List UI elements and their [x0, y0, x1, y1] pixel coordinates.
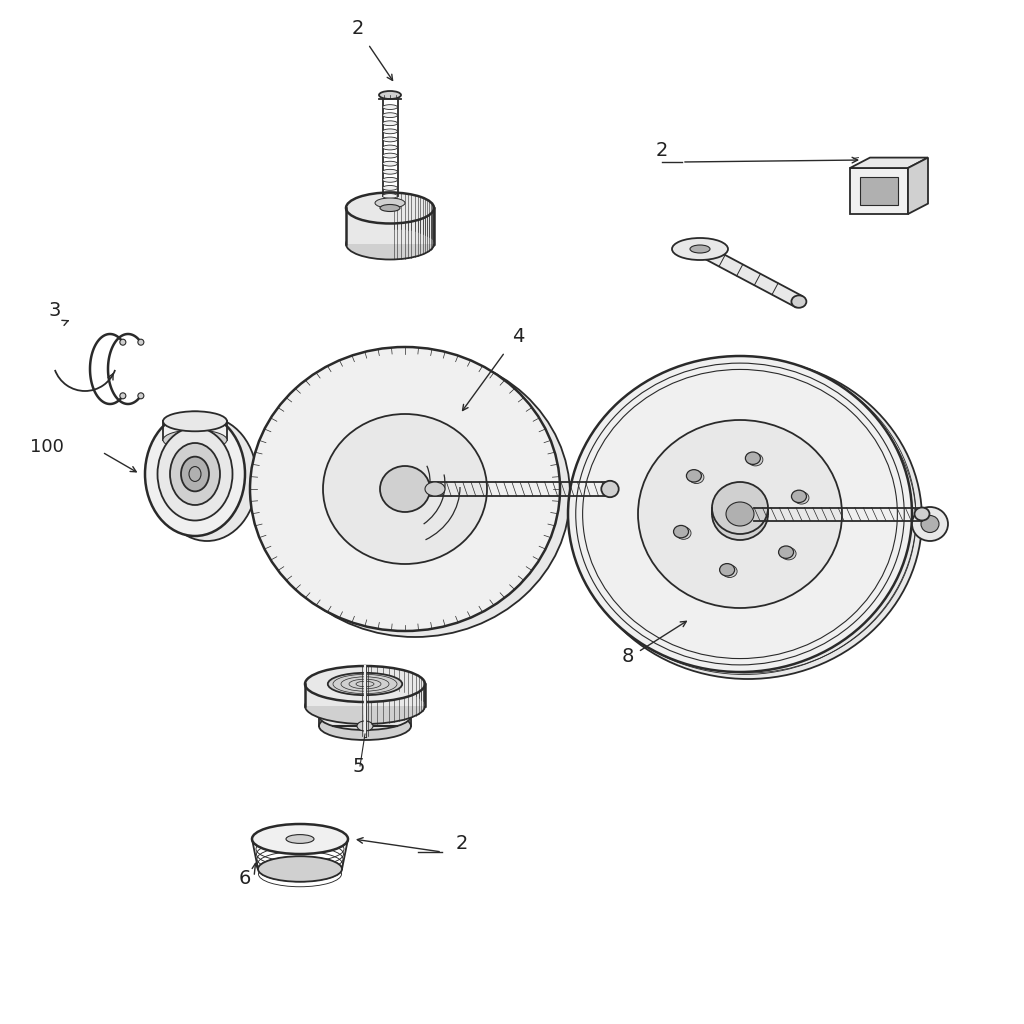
Ellipse shape [323, 414, 487, 564]
Ellipse shape [138, 339, 143, 345]
Ellipse shape [250, 347, 560, 631]
Ellipse shape [328, 673, 402, 695]
Ellipse shape [383, 177, 397, 182]
Ellipse shape [181, 457, 209, 492]
Polygon shape [908, 158, 928, 214]
Ellipse shape [383, 194, 397, 199]
Ellipse shape [319, 702, 411, 730]
Ellipse shape [383, 113, 397, 118]
Ellipse shape [792, 490, 807, 503]
Ellipse shape [163, 430, 227, 450]
Text: 2: 2 [352, 19, 365, 38]
Ellipse shape [672, 238, 728, 260]
Ellipse shape [383, 169, 397, 174]
Ellipse shape [258, 856, 342, 882]
Ellipse shape [305, 688, 425, 724]
Ellipse shape [794, 492, 809, 504]
Ellipse shape [674, 525, 688, 538]
Polygon shape [850, 158, 928, 168]
Ellipse shape [375, 198, 406, 208]
Ellipse shape [792, 295, 806, 308]
Ellipse shape [712, 488, 768, 540]
Ellipse shape [368, 193, 412, 208]
Ellipse shape [252, 824, 348, 854]
Ellipse shape [574, 359, 922, 679]
Ellipse shape [357, 721, 373, 731]
Ellipse shape [690, 245, 710, 253]
Ellipse shape [120, 393, 126, 398]
Ellipse shape [305, 666, 425, 702]
Text: 8: 8 [622, 647, 634, 666]
Ellipse shape [778, 546, 794, 558]
Ellipse shape [380, 466, 430, 512]
Ellipse shape [601, 481, 618, 498]
Ellipse shape [383, 129, 397, 134]
Ellipse shape [726, 502, 754, 526]
Ellipse shape [163, 412, 227, 431]
Ellipse shape [145, 412, 245, 536]
Text: 2: 2 [456, 834, 468, 853]
Ellipse shape [676, 527, 691, 540]
Ellipse shape [189, 467, 201, 481]
Ellipse shape [260, 353, 570, 637]
Ellipse shape [157, 417, 257, 541]
Ellipse shape [346, 228, 434, 259]
Polygon shape [850, 168, 908, 214]
Polygon shape [697, 244, 802, 307]
Text: 100: 100 [30, 438, 63, 456]
Ellipse shape [568, 356, 912, 672]
Ellipse shape [912, 507, 948, 541]
Ellipse shape [712, 482, 768, 534]
Ellipse shape [638, 420, 842, 608]
Ellipse shape [138, 393, 143, 398]
Text: 2: 2 [655, 141, 669, 160]
Polygon shape [305, 684, 425, 706]
Ellipse shape [286, 835, 314, 844]
Ellipse shape [720, 563, 734, 575]
Ellipse shape [914, 508, 930, 520]
Ellipse shape [158, 427, 232, 520]
Ellipse shape [170, 443, 220, 505]
Ellipse shape [383, 104, 397, 110]
Ellipse shape [383, 185, 397, 190]
Text: 3: 3 [49, 301, 61, 319]
Text: 5: 5 [353, 757, 366, 776]
Ellipse shape [425, 482, 445, 496]
Ellipse shape [383, 154, 397, 158]
Ellipse shape [383, 137, 397, 141]
Ellipse shape [379, 91, 401, 99]
Text: 4: 4 [512, 327, 524, 346]
Ellipse shape [781, 548, 796, 560]
Ellipse shape [748, 454, 763, 466]
Polygon shape [346, 208, 434, 244]
Ellipse shape [686, 470, 701, 482]
Ellipse shape [120, 339, 126, 345]
Ellipse shape [722, 565, 737, 578]
Ellipse shape [319, 712, 411, 740]
Ellipse shape [689, 471, 703, 483]
Ellipse shape [921, 515, 939, 532]
Polygon shape [860, 177, 898, 205]
Text: 6: 6 [239, 869, 251, 888]
Ellipse shape [383, 161, 397, 166]
Ellipse shape [383, 121, 397, 126]
Ellipse shape [380, 205, 400, 212]
Ellipse shape [745, 452, 761, 465]
Ellipse shape [346, 193, 434, 223]
Ellipse shape [383, 145, 397, 150]
